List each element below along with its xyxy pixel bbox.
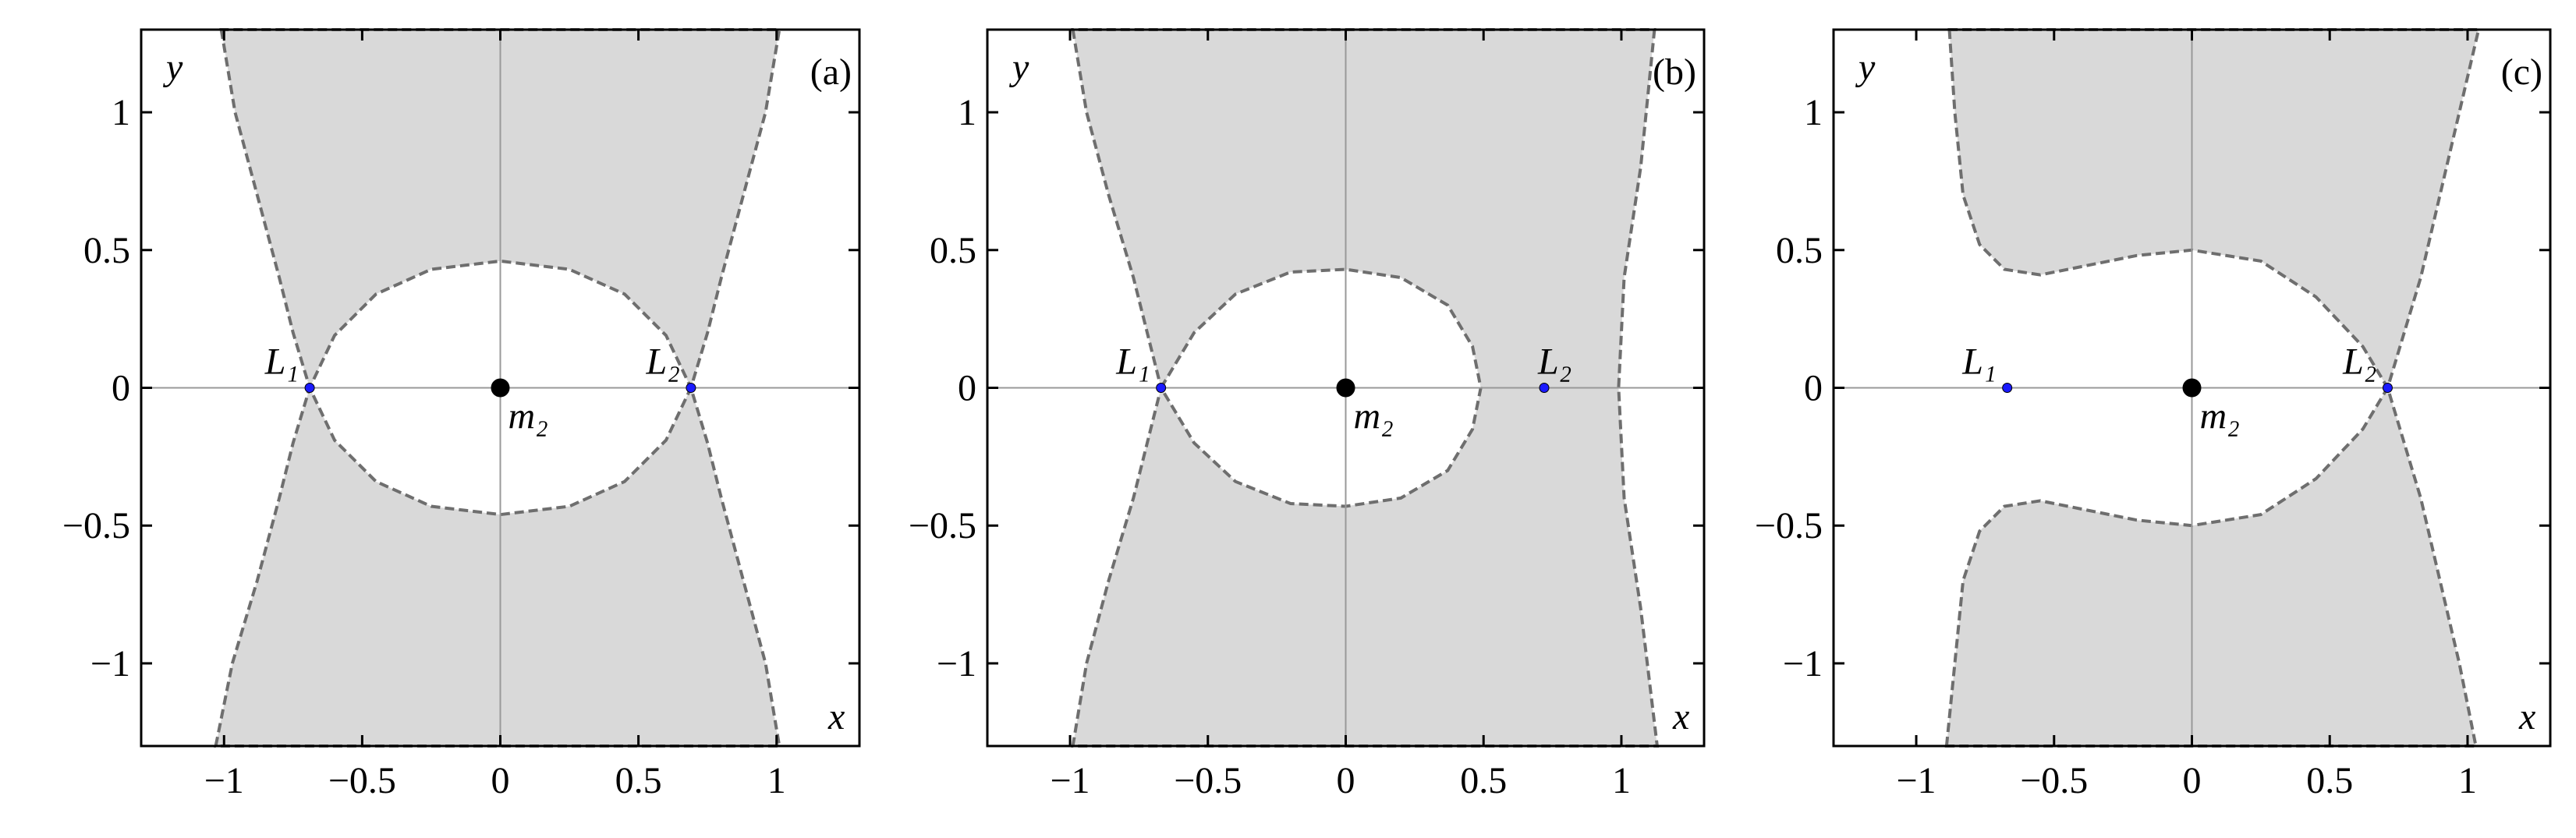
y-tick-label: 1 <box>958 92 976 133</box>
x-tick-label: −0.5 <box>328 760 396 801</box>
y-tick-label: −0.5 <box>909 505 976 546</box>
y-tick-label: 0.5 <box>83 230 130 271</box>
point-label: L₂ <box>2342 341 2376 383</box>
x-tick-label: 0.5 <box>2306 760 2353 801</box>
y-tick-label: 1 <box>112 92 130 133</box>
y-tick-label: −1 <box>90 643 130 684</box>
point-label: L₁ <box>1961 341 1996 383</box>
region <box>214 383 781 748</box>
panel-label: (a) <box>810 51 852 93</box>
point-label: L₂ <box>646 341 680 383</box>
point-label: m₂ <box>508 396 548 437</box>
y-tick-label: −1 <box>1783 643 1823 684</box>
point-label: L₂ <box>1537 341 1571 383</box>
region <box>1947 28 2481 392</box>
point-label: L₁ <box>264 341 299 383</box>
x-tick-label: 0 <box>491 760 510 801</box>
point <box>686 383 696 393</box>
x-tick-label: −1 <box>204 760 244 801</box>
y-tick-label: 0.5 <box>930 230 976 271</box>
x-axis-label: x <box>1672 696 1689 737</box>
panel-label: (b) <box>1653 51 1696 93</box>
y-tick-label: −1 <box>937 643 976 684</box>
point-label: L₁ <box>1115 341 1150 383</box>
region <box>1944 384 2479 748</box>
y-axis-label: y <box>1008 47 1029 88</box>
point <box>491 378 510 398</box>
point <box>2382 383 2393 393</box>
x-tick-label: 0 <box>1337 760 1355 801</box>
x-axis-label: x <box>827 696 845 737</box>
point <box>1336 378 1355 398</box>
y-tick-label: 0 <box>1804 368 1823 409</box>
point <box>304 383 315 393</box>
y-tick-label: 1 <box>1804 92 1823 133</box>
point <box>2182 378 2202 398</box>
panel-label: (c) <box>2501 51 2542 93</box>
point <box>1539 383 1550 393</box>
x-tick-label: 1 <box>2458 760 2477 801</box>
x-tick-label: −0.5 <box>2020 760 2088 801</box>
x-tick-label: −1 <box>1896 760 1936 801</box>
x-tick-label: 1 <box>767 760 786 801</box>
y-tick-label: 0.5 <box>1776 230 1823 271</box>
point-label: m₂ <box>2200 396 2240 437</box>
x-tick-label: 0 <box>2183 760 2202 801</box>
y-tick-label: 0 <box>112 368 130 409</box>
point-label: m₂ <box>1354 396 1394 437</box>
y-tick-label: −0.5 <box>62 505 130 546</box>
y-axis-label: y <box>1855 47 1876 88</box>
x-tick-label: 0.5 <box>1460 760 1507 801</box>
point <box>2002 383 2013 393</box>
x-tick-label: 1 <box>1612 760 1631 801</box>
x-tick-label: −0.5 <box>1174 760 1242 801</box>
x-tick-label: −1 <box>1050 760 1090 801</box>
y-tick-label: −0.5 <box>1755 505 1823 546</box>
y-tick-label: 0 <box>958 368 976 409</box>
point <box>1156 383 1167 393</box>
x-tick-label: 0.5 <box>615 760 662 801</box>
y-axis-label: y <box>162 47 183 88</box>
x-axis-label: x <box>2518 696 2535 737</box>
